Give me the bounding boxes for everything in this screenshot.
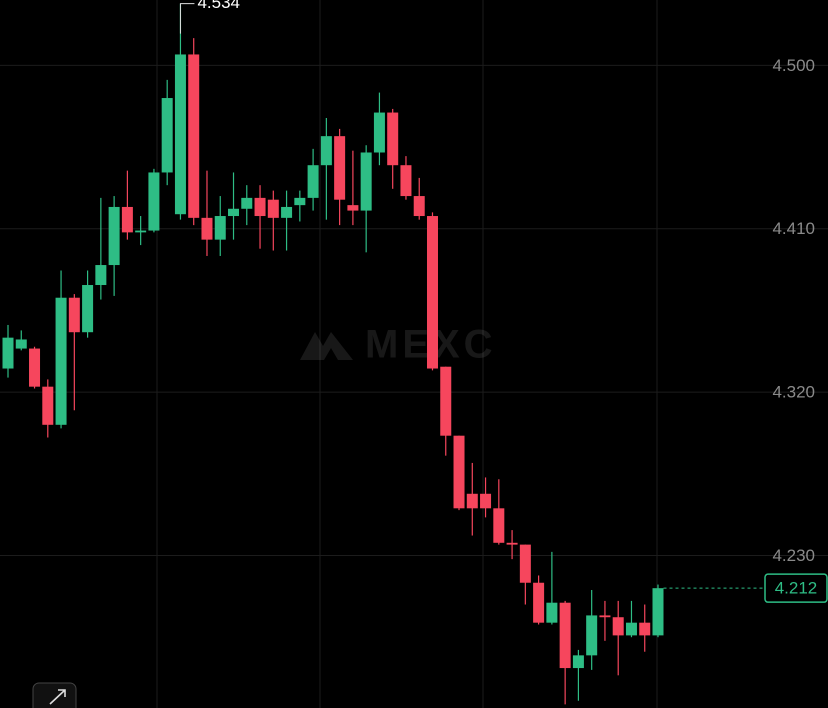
overlay: 4.534 4.212 [179, 0, 828, 603]
candle-body [228, 208, 240, 217]
candle-body [572, 655, 584, 669]
horizontal-grid: 4.500 4.410 4.320 4.230 [0, 56, 828, 565]
high-label: 4.534 [197, 0, 240, 12]
expand-button[interactable] [32, 682, 77, 708]
candle-body [480, 493, 492, 509]
candle-body [214, 216, 226, 240]
candle-body [294, 197, 306, 206]
candle-body [586, 615, 598, 656]
last-price-box [764, 573, 828, 603]
candle-body [15, 339, 27, 349]
candle-body [373, 112, 385, 153]
candle-body [281, 206, 293, 218]
candle-body [29, 348, 41, 387]
candle-body [334, 136, 346, 200]
y-tick-label: 4.410 [772, 219, 815, 238]
candle-body [599, 615, 611, 618]
last-price-label: 4.212 [775, 579, 818, 598]
candle-body [453, 435, 465, 509]
candle-body [652, 588, 664, 636]
candle-body [466, 493, 478, 509]
candle-body [440, 366, 452, 436]
candle-body [95, 265, 107, 286]
y-tick-label: 4.320 [772, 383, 815, 402]
high-marker [179, 3, 195, 34]
candle-body [241, 197, 253, 209]
candle-body [320, 136, 332, 166]
candle-body [68, 297, 80, 333]
candle-body [426, 216, 438, 369]
watermark: MEXC [300, 323, 493, 367]
watermark-logo [300, 332, 353, 360]
candle-body [493, 508, 505, 543]
candle-body [639, 622, 651, 636]
candle-body [400, 165, 412, 197]
candle-body [135, 230, 147, 233]
candle-body [254, 197, 266, 217]
candle-body [267, 199, 279, 218]
candle-body [533, 582, 545, 623]
candle-body [347, 205, 359, 211]
candle-body [506, 542, 518, 545]
candle-body [42, 386, 54, 425]
candle-body [148, 172, 160, 231]
y-tick-label: 4.230 [772, 546, 815, 565]
candle-body [188, 54, 200, 218]
candle-body [201, 217, 213, 240]
candle-body [108, 206, 120, 266]
candle-body [387, 112, 399, 166]
candle-body [307, 165, 319, 198]
candles [2, 3, 664, 705]
candle-body [121, 206, 133, 233]
expand-icon [49, 689, 66, 705]
candle-body [82, 285, 94, 333]
candle-body [55, 297, 67, 425]
candle-body [612, 617, 624, 636]
candle-body [2, 337, 14, 369]
candle-body [625, 622, 637, 636]
candle-body [519, 544, 531, 583]
y-tick-label: 4.500 [772, 56, 815, 75]
expand-button-frame[interactable] [32, 682, 77, 708]
candle-body [360, 152, 372, 211]
candle-body [174, 54, 186, 215]
candle-body [546, 602, 558, 623]
candle-body [161, 98, 173, 173]
candle-body [413, 196, 425, 217]
candle-body [559, 602, 571, 669]
